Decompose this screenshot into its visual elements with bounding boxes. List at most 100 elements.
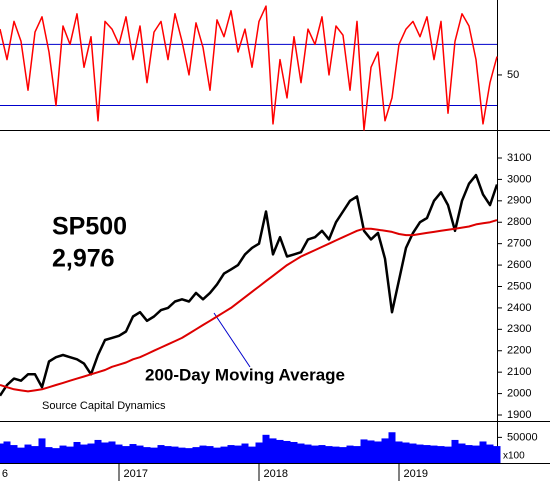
bar	[24, 444, 32, 463]
series-line	[0, 219, 498, 393]
bar	[199, 445, 207, 463]
series-line	[0, 5, 498, 131]
bar	[213, 447, 221, 463]
bar	[381, 438, 389, 463]
series-annotation: 200-Day Moving Average	[145, 365, 345, 384]
bar	[227, 445, 235, 463]
bar	[94, 439, 102, 463]
chart-subtitle: 2,976	[52, 245, 115, 273]
bar	[325, 446, 333, 463]
bar	[192, 447, 200, 463]
bar	[367, 440, 375, 463]
y-tick-label: 2100	[507, 366, 531, 378]
bar	[136, 445, 144, 463]
bar	[178, 447, 186, 463]
bar	[493, 446, 501, 463]
bar	[206, 446, 214, 463]
bar	[220, 446, 228, 463]
bar	[122, 446, 130, 463]
bar	[185, 448, 193, 463]
bar	[87, 443, 95, 463]
y-tick-label: 3100	[507, 152, 531, 164]
bar	[486, 444, 494, 463]
y-tick-label: 50	[507, 69, 519, 81]
bar	[3, 441, 11, 463]
bar	[262, 434, 270, 463]
bar	[171, 446, 179, 463]
bar	[465, 445, 473, 463]
bar	[472, 445, 480, 463]
y-tick-label: 2400	[507, 302, 531, 314]
bar	[129, 444, 137, 463]
bar	[458, 443, 466, 463]
bar	[332, 446, 340, 463]
bar	[437, 446, 445, 463]
x-tick-label: 6	[2, 468, 8, 480]
bar	[255, 442, 263, 463]
bar	[143, 447, 151, 463]
bar	[395, 441, 403, 463]
bar	[101, 442, 109, 463]
y-tick-label: 2000	[507, 387, 531, 399]
bar	[388, 432, 396, 463]
bar	[241, 443, 249, 463]
series-line	[0, 173, 499, 397]
bar	[66, 446, 74, 463]
bar	[150, 447, 158, 463]
bar	[444, 446, 452, 463]
bar	[108, 441, 116, 463]
y-tick-label: 2900	[507, 195, 531, 207]
x-tick-label: 2019	[404, 468, 428, 480]
bar	[451, 439, 459, 463]
bar	[304, 444, 312, 463]
source-note: Source Capital Dynamics	[42, 400, 166, 412]
y-tick-label: 2200	[507, 345, 531, 357]
bar	[157, 445, 165, 463]
y-tick-label: 50000	[507, 431, 538, 443]
bar	[164, 446, 172, 463]
bar	[297, 443, 305, 463]
y-tick-label: 2600	[507, 259, 531, 271]
bar	[318, 445, 326, 463]
bar	[311, 445, 319, 463]
bar	[0, 443, 4, 463]
y-tick-label: 2300	[507, 323, 531, 335]
x-tick-label: 2018	[264, 468, 288, 480]
bar	[269, 438, 277, 463]
y-tick-label: 2700	[507, 238, 531, 250]
y-tick-label: 3000	[507, 173, 531, 185]
bar	[80, 444, 88, 463]
x-tick-label: 2017	[124, 468, 148, 480]
bar	[374, 441, 382, 463]
bar	[423, 445, 431, 463]
bar	[416, 444, 424, 463]
y-tick-label: 2800	[507, 216, 531, 228]
bar	[17, 447, 25, 463]
bar	[290, 441, 298, 463]
bar	[234, 445, 242, 463]
annotation-pointer	[213, 312, 251, 368]
bar	[73, 441, 81, 463]
bar	[339, 447, 347, 463]
y-tick-label: 2500	[507, 280, 531, 292]
bar	[409, 443, 417, 463]
bar	[38, 438, 46, 463]
y-tick-label: 1900	[507, 409, 531, 421]
unit-label: x100	[503, 451, 525, 462]
bar	[31, 446, 39, 463]
bar	[283, 440, 291, 463]
bar	[45, 447, 53, 463]
chart-title: SP500	[52, 213, 127, 241]
bar	[115, 444, 123, 463]
bar	[479, 441, 487, 463]
bar	[430, 445, 438, 463]
bar	[353, 446, 361, 463]
bar	[52, 448, 60, 463]
bar	[402, 442, 410, 463]
bar	[360, 439, 368, 463]
bar	[346, 445, 354, 463]
bar	[248, 446, 256, 463]
bar	[59, 445, 67, 463]
